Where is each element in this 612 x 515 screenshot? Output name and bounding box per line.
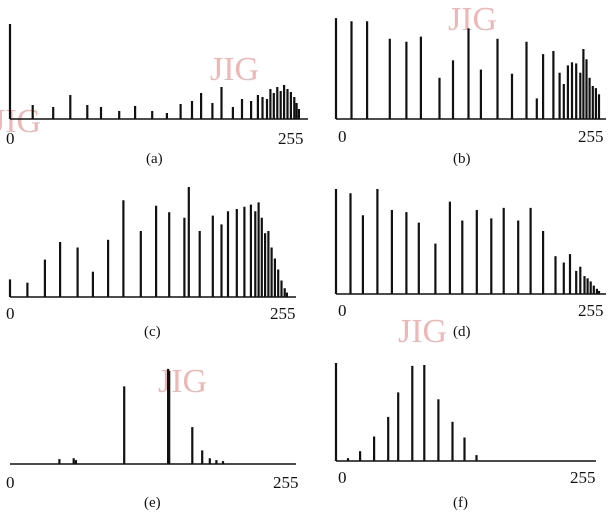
tick-label-min: 0 bbox=[6, 304, 15, 323]
watermark: JIG bbox=[210, 51, 259, 88]
tick-label-max: 255 bbox=[270, 304, 296, 323]
watermark: JIG bbox=[398, 313, 447, 350]
histogram-panel-a: 0 255 (a) bbox=[6, 24, 308, 167]
tick-label-min: 0 bbox=[338, 301, 347, 320]
tick-label-max: 255 bbox=[273, 473, 299, 492]
histogram-panel-b: 0 255 (b) bbox=[334, 18, 606, 167]
histogram-bars bbox=[334, 363, 478, 461]
histogram-bars bbox=[334, 18, 601, 119]
histogram-bars bbox=[334, 189, 601, 294]
tick-label-max: 255 bbox=[570, 468, 596, 487]
tick-label-min: 0 bbox=[6, 473, 15, 492]
histogram-panel-d: 0 255 (d) bbox=[334, 189, 606, 340]
panel-caption: (a) bbox=[146, 151, 163, 167]
panel-caption: (f) bbox=[453, 495, 468, 511]
panel-caption: (e) bbox=[144, 495, 161, 511]
watermark: JIG bbox=[0, 103, 41, 140]
tick-label-max: 255 bbox=[578, 301, 604, 320]
watermark: JIG bbox=[448, 1, 497, 38]
histogram-bars bbox=[8, 187, 288, 297]
histogram-panel-f: 0 255 (f) bbox=[334, 363, 596, 511]
histogram-bars bbox=[8, 24, 300, 119]
watermark: JIG bbox=[158, 363, 207, 400]
tick-label-max: 255 bbox=[278, 129, 304, 148]
tick-label-min: 0 bbox=[338, 127, 347, 146]
panel-caption: (c) bbox=[144, 324, 161, 340]
tick-label-min: 0 bbox=[338, 468, 347, 487]
histogram-panel-c: 0 255 (c) bbox=[6, 187, 296, 340]
panel-caption: (d) bbox=[453, 324, 471, 340]
panel-caption: (b) bbox=[453, 151, 471, 167]
tick-label-min: 0 bbox=[6, 129, 15, 148]
histogram-bars bbox=[58, 368, 225, 464]
histogram-panel-e: 0 255 (e) bbox=[6, 368, 299, 511]
tick-label-max: 255 bbox=[578, 127, 604, 146]
